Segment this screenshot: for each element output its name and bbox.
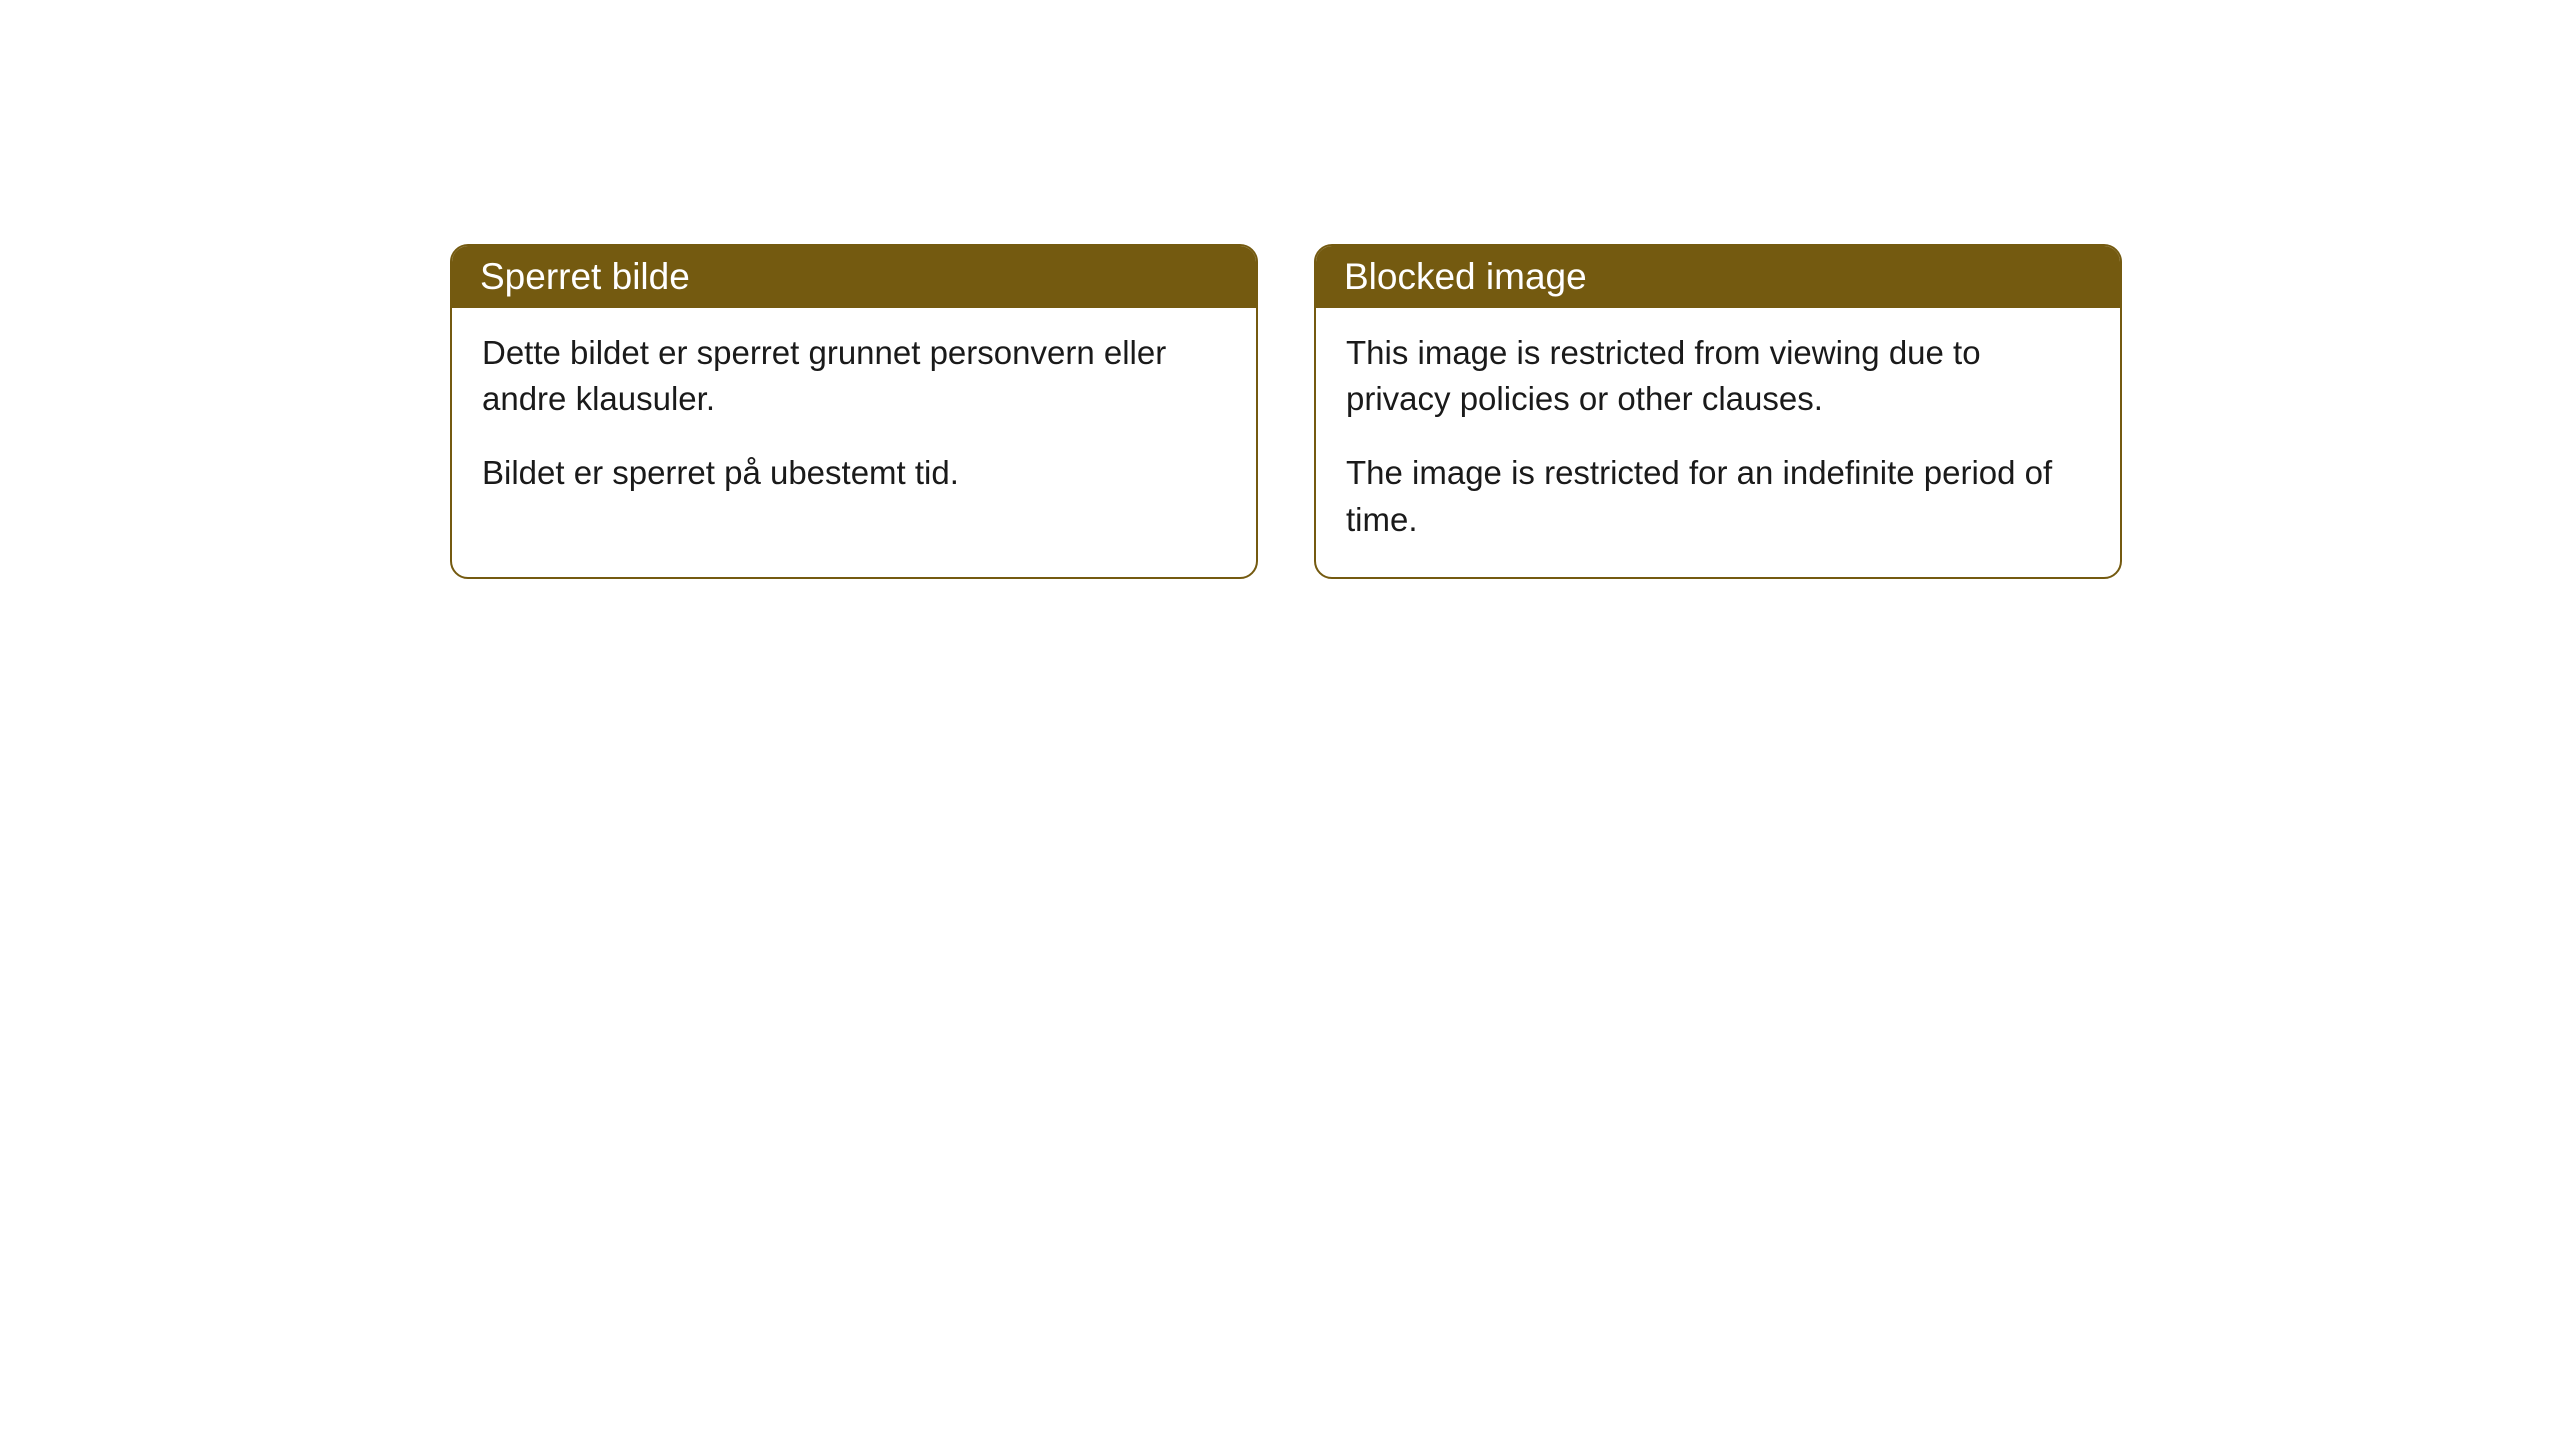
notice-header-english: Blocked image	[1316, 246, 2120, 308]
notice-text-1: This image is restricted from viewing du…	[1346, 330, 2090, 422]
notice-container: Sperret bilde Dette bildet er sperret gr…	[450, 244, 2122, 579]
notice-header-norwegian: Sperret bilde	[452, 246, 1256, 308]
notice-card-english: Blocked image This image is restricted f…	[1314, 244, 2122, 579]
notice-text-2: Bildet er sperret på ubestemt tid.	[482, 450, 1226, 496]
notice-card-norwegian: Sperret bilde Dette bildet er sperret gr…	[450, 244, 1258, 579]
notice-text-1: Dette bildet er sperret grunnet personve…	[482, 330, 1226, 422]
notice-body-norwegian: Dette bildet er sperret grunnet personve…	[452, 308, 1256, 531]
notice-text-2: The image is restricted for an indefinit…	[1346, 450, 2090, 542]
notice-body-english: This image is restricted from viewing du…	[1316, 308, 2120, 577]
